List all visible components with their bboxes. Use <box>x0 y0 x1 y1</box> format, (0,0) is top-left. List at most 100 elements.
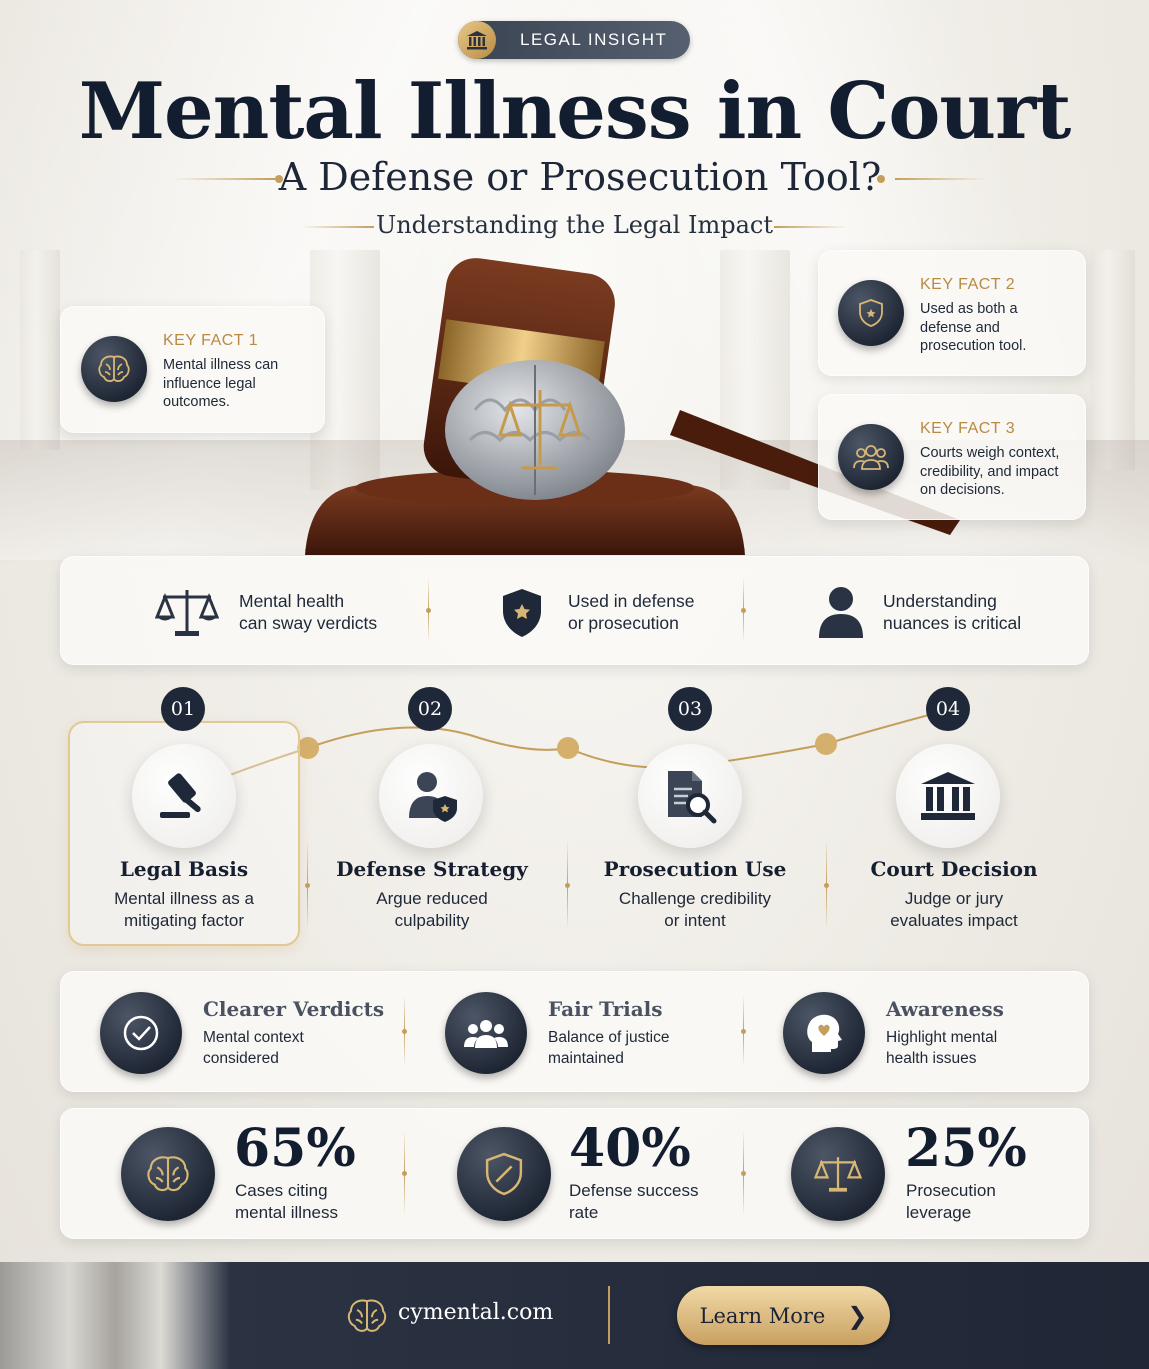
courthouse-icon <box>896 744 1000 848</box>
separator <box>402 1130 407 1216</box>
step-number: 02 <box>408 687 452 731</box>
step-line: culpability <box>394 910 470 930</box>
benefit-title: Awareness <box>886 997 1004 1021</box>
highlight-text: Understanding nuances is critical <box>883 590 1021 634</box>
stat-value: 40% <box>569 1118 691 1179</box>
step-line: or intent <box>664 910 726 930</box>
brain-logo-icon <box>347 1299 387 1332</box>
stat-line: Cases citing <box>235 1181 328 1200</box>
step-number: 03 <box>668 687 712 731</box>
stat-value: 25% <box>905 1118 1027 1179</box>
step-line: evaluates impact <box>890 910 1018 930</box>
footer-columns-decoration <box>0 1262 230 1369</box>
page-tagline: Understanding the Legal Impact <box>376 211 773 239</box>
timeline-curve <box>230 709 949 776</box>
highlight-line: can sway verdicts <box>239 613 378 633</box>
step-line: mitigating factor <box>124 910 244 930</box>
highlight-line: nuances is critical <box>883 613 1022 633</box>
shield-icon <box>503 589 541 637</box>
check-circle-icon <box>100 992 182 1074</box>
stat-description: Prosecution leverage <box>906 1180 996 1224</box>
divider-line <box>300 226 374 228</box>
shield-icon <box>838 280 904 346</box>
step-line: Judge or jury <box>904 889 1004 908</box>
gavel-icon <box>132 744 236 848</box>
learn-more-label: Learn More <box>699 1303 826 1328</box>
scales-icon <box>791 1127 885 1221</box>
scales-icon <box>155 590 219 636</box>
badge-label: LEGAL INSIGHT <box>520 30 668 49</box>
divider-line <box>173 178 275 180</box>
separator <box>741 578 746 642</box>
highlights-strip <box>60 556 1089 665</box>
learn-more-button[interactable]: Learn More ❯ <box>677 1286 890 1345</box>
brain-icon <box>121 1127 215 1221</box>
stat-description: Defense success rate <box>569 1180 698 1224</box>
divider-dot <box>275 175 283 183</box>
benefit-description: Highlight mental health issues <box>886 1027 997 1069</box>
key-fact-label: KEY FACT 2 <box>920 276 1016 293</box>
stat-line: mental illness <box>235 1203 338 1222</box>
benefit-title: Fair Trials <box>548 997 663 1021</box>
stat-value: 65% <box>234 1118 356 1179</box>
defender-icon <box>379 744 483 848</box>
stat-line: leverage <box>906 1203 972 1222</box>
stat-line: rate <box>569 1203 599 1222</box>
brain-icon <box>81 336 147 402</box>
highlight-line: or prosecution <box>568 613 679 633</box>
website-link[interactable]: cymental.com <box>398 1300 554 1325</box>
stats-strip <box>60 1108 1089 1239</box>
separator <box>741 995 746 1067</box>
key-fact-label: KEY FACT 1 <box>163 332 259 349</box>
page-subtitle: A Defense or Prosecution Tool? <box>278 155 882 199</box>
step-description: Challenge credibility or intent <box>576 888 814 931</box>
stat-line: Defense success <box>569 1181 699 1200</box>
courthouse-icon <box>458 21 496 59</box>
step-description: Argue reduced culpability <box>318 888 546 931</box>
head-heart-icon <box>783 992 865 1074</box>
divider-line <box>774 226 848 228</box>
group-icon <box>445 992 527 1074</box>
benefit-line: Balance of justice <box>548 1029 670 1046</box>
people-icon <box>838 424 904 490</box>
stat-description: Cases citing mental illness <box>235 1180 338 1224</box>
page-title: Mental Illness in Court <box>78 66 1072 157</box>
legal-insight-badge: LEGAL INSIGHT <box>458 21 690 59</box>
key-fact-text: Courts weigh context, credibility, and i… <box>920 445 1060 498</box>
step-title: Court Decision <box>870 857 1038 881</box>
separator <box>741 1130 746 1216</box>
step-title: Defense Strategy <box>336 857 528 881</box>
benefit-description: Mental context considered <box>203 1027 304 1069</box>
step-description: Mental illness as a mitigating factor <box>68 888 300 931</box>
benefits-strip <box>60 971 1089 1092</box>
benefit-line: health issues <box>886 1050 977 1067</box>
highlight-text: Mental health can sway verdicts <box>239 590 377 634</box>
benefit-line: Highlight mental <box>886 1029 998 1046</box>
benefit-line: maintained <box>548 1050 624 1067</box>
separator <box>426 578 431 642</box>
step-number: 04 <box>926 687 970 731</box>
benefit-line: Mental context <box>203 1029 304 1046</box>
column <box>1090 250 1135 470</box>
key-fact-text: Mental illness can influence legal outco… <box>163 357 279 410</box>
stat-line: Prosecution <box>906 1181 996 1200</box>
separator <box>824 840 829 930</box>
document-search-icon <box>638 744 742 848</box>
shield-icon <box>457 1127 551 1221</box>
step-line: Challenge credibility <box>618 889 772 908</box>
benefit-description: Balance of justice maintained <box>548 1027 670 1069</box>
step-description: Judge or jury evaluates impact <box>836 888 1072 931</box>
footer-divider <box>608 1286 610 1344</box>
divider-dot <box>877 175 885 183</box>
step-line: Argue reduced <box>376 889 488 908</box>
step-line: Mental illness as a <box>114 889 254 908</box>
separator <box>402 995 407 1067</box>
step-title: Legal Basis <box>119 857 249 881</box>
column <box>20 250 60 450</box>
highlight-line: Mental health <box>239 591 345 611</box>
key-fact-text: Used as both a defense and prosecution t… <box>920 301 1027 354</box>
highlight-line: Used in defense <box>568 591 695 611</box>
step-number: 01 <box>161 687 205 731</box>
highlight-line: Understanding <box>883 591 997 611</box>
highlight-text: Used in defense or prosecution <box>568 590 694 634</box>
